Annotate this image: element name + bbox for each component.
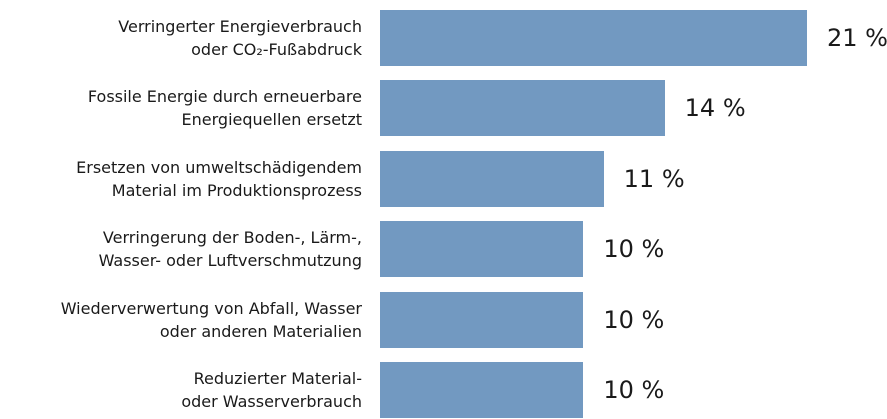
- category-label: Verringerter Energieverbrauch oder CO₂-F…: [118, 17, 362, 59]
- bar: [380, 291, 584, 348]
- bar: [380, 10, 807, 66]
- bar: [380, 80, 665, 137]
- category-label: Reduzierter Material- oder Wasserverbrau…: [181, 369, 362, 411]
- category-label: Fossile Energie durch erneuerbare Energi…: [87, 87, 362, 130]
- value-label: 14 %: [684, 94, 746, 123]
- value-label: 10 %: [603, 235, 665, 264]
- value-label: 10 %: [603, 376, 665, 404]
- value-label: 11 %: [623, 164, 685, 193]
- bar: [380, 362, 584, 418]
- value-label: 10 %: [603, 305, 665, 334]
- category-label: Wiederverwertung von Abfall, Wasser oder…: [60, 298, 362, 341]
- category-label: Ersetzen von umweltschädigendem Material…: [76, 157, 362, 200]
- value-label: 21 %: [827, 24, 887, 52]
- bar: [380, 150, 604, 207]
- category-label: Verringerung der Boden-, Lärm-, Wasser- …: [98, 228, 362, 271]
- bar: [380, 221, 584, 278]
